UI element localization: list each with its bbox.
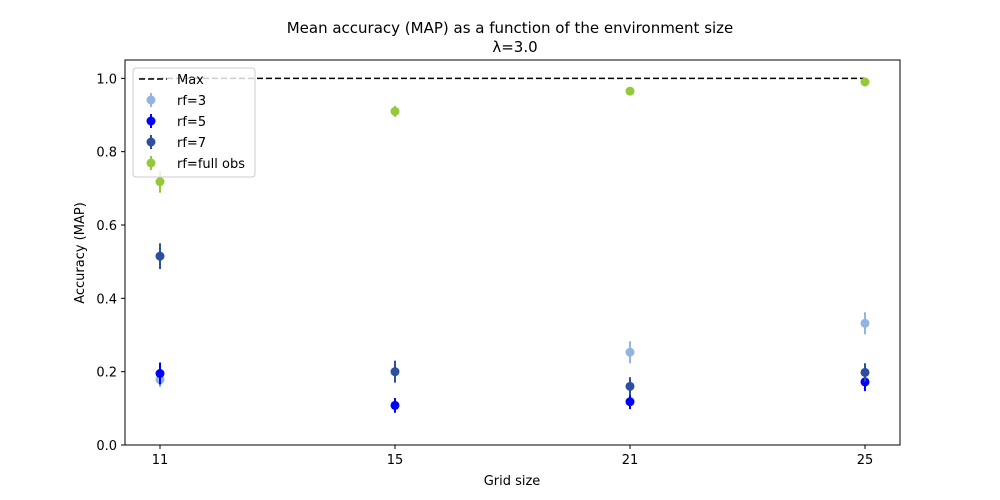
series-rf-3 bbox=[155, 312, 870, 388]
plot-area: 11 15 21 25 0.0 0.2 0.4 0.6 0.8 1.0 bbox=[96, 59, 901, 468]
legend-label-rf-7: rf=7 bbox=[177, 136, 206, 151]
data-point bbox=[390, 400, 400, 410]
data-point bbox=[860, 377, 870, 387]
data-point bbox=[155, 177, 165, 187]
series-rf-5 bbox=[155, 362, 870, 413]
chart-title: Mean accuracy (MAP) as a function of the… bbox=[287, 19, 734, 37]
data-point bbox=[860, 367, 870, 377]
legend-label-max: Max bbox=[177, 73, 204, 88]
data-point bbox=[860, 318, 870, 328]
legend-swatch-rf-full-obs bbox=[146, 158, 156, 168]
chart-subtitle: λ=3.0 bbox=[492, 38, 537, 56]
x-tick-label: 15 bbox=[387, 453, 404, 468]
plot-frame bbox=[124, 59, 901, 446]
y-tick-label: 0.8 bbox=[96, 146, 117, 161]
data-point bbox=[625, 397, 635, 407]
legend-label-rf-full-obs: rf=full obs bbox=[177, 157, 245, 172]
x-tick-label: 21 bbox=[622, 453, 639, 468]
legend-swatch-rf-3 bbox=[146, 95, 156, 105]
legend-box bbox=[132, 67, 256, 178]
data-point bbox=[625, 381, 635, 391]
legend-label-rf-5: rf=5 bbox=[177, 115, 206, 130]
y-tick-label: 0.4 bbox=[96, 292, 117, 307]
legend-swatch-rf-7 bbox=[146, 137, 156, 147]
data-point bbox=[390, 367, 400, 377]
legend: Max rf=3 rf=5 rf=7 rf=full obs bbox=[132, 67, 256, 178]
data-point bbox=[390, 106, 400, 116]
data-point bbox=[860, 77, 870, 87]
data-point bbox=[625, 86, 635, 96]
legend-label-rf-3: rf=3 bbox=[177, 94, 206, 109]
data-point bbox=[155, 251, 165, 261]
y-tick-label: 1.0 bbox=[96, 72, 117, 87]
x-tick-label: 11 bbox=[152, 453, 169, 468]
y-tick-label: 0.6 bbox=[96, 219, 117, 234]
data-point bbox=[625, 347, 635, 357]
data-point bbox=[155, 369, 165, 378]
y-axis-label: Accuracy (MAP) bbox=[73, 202, 88, 304]
series-rf-7 bbox=[155, 243, 870, 396]
y-tick-label: 0.0 bbox=[96, 439, 117, 454]
x-tick-label: 25 bbox=[857, 453, 874, 468]
x-axis-label: Grid size bbox=[484, 474, 541, 489]
legend-swatch-rf-5 bbox=[146, 116, 156, 126]
y-tick-label: 0.2 bbox=[96, 366, 117, 381]
series-rf-full-obs bbox=[155, 77, 870, 193]
